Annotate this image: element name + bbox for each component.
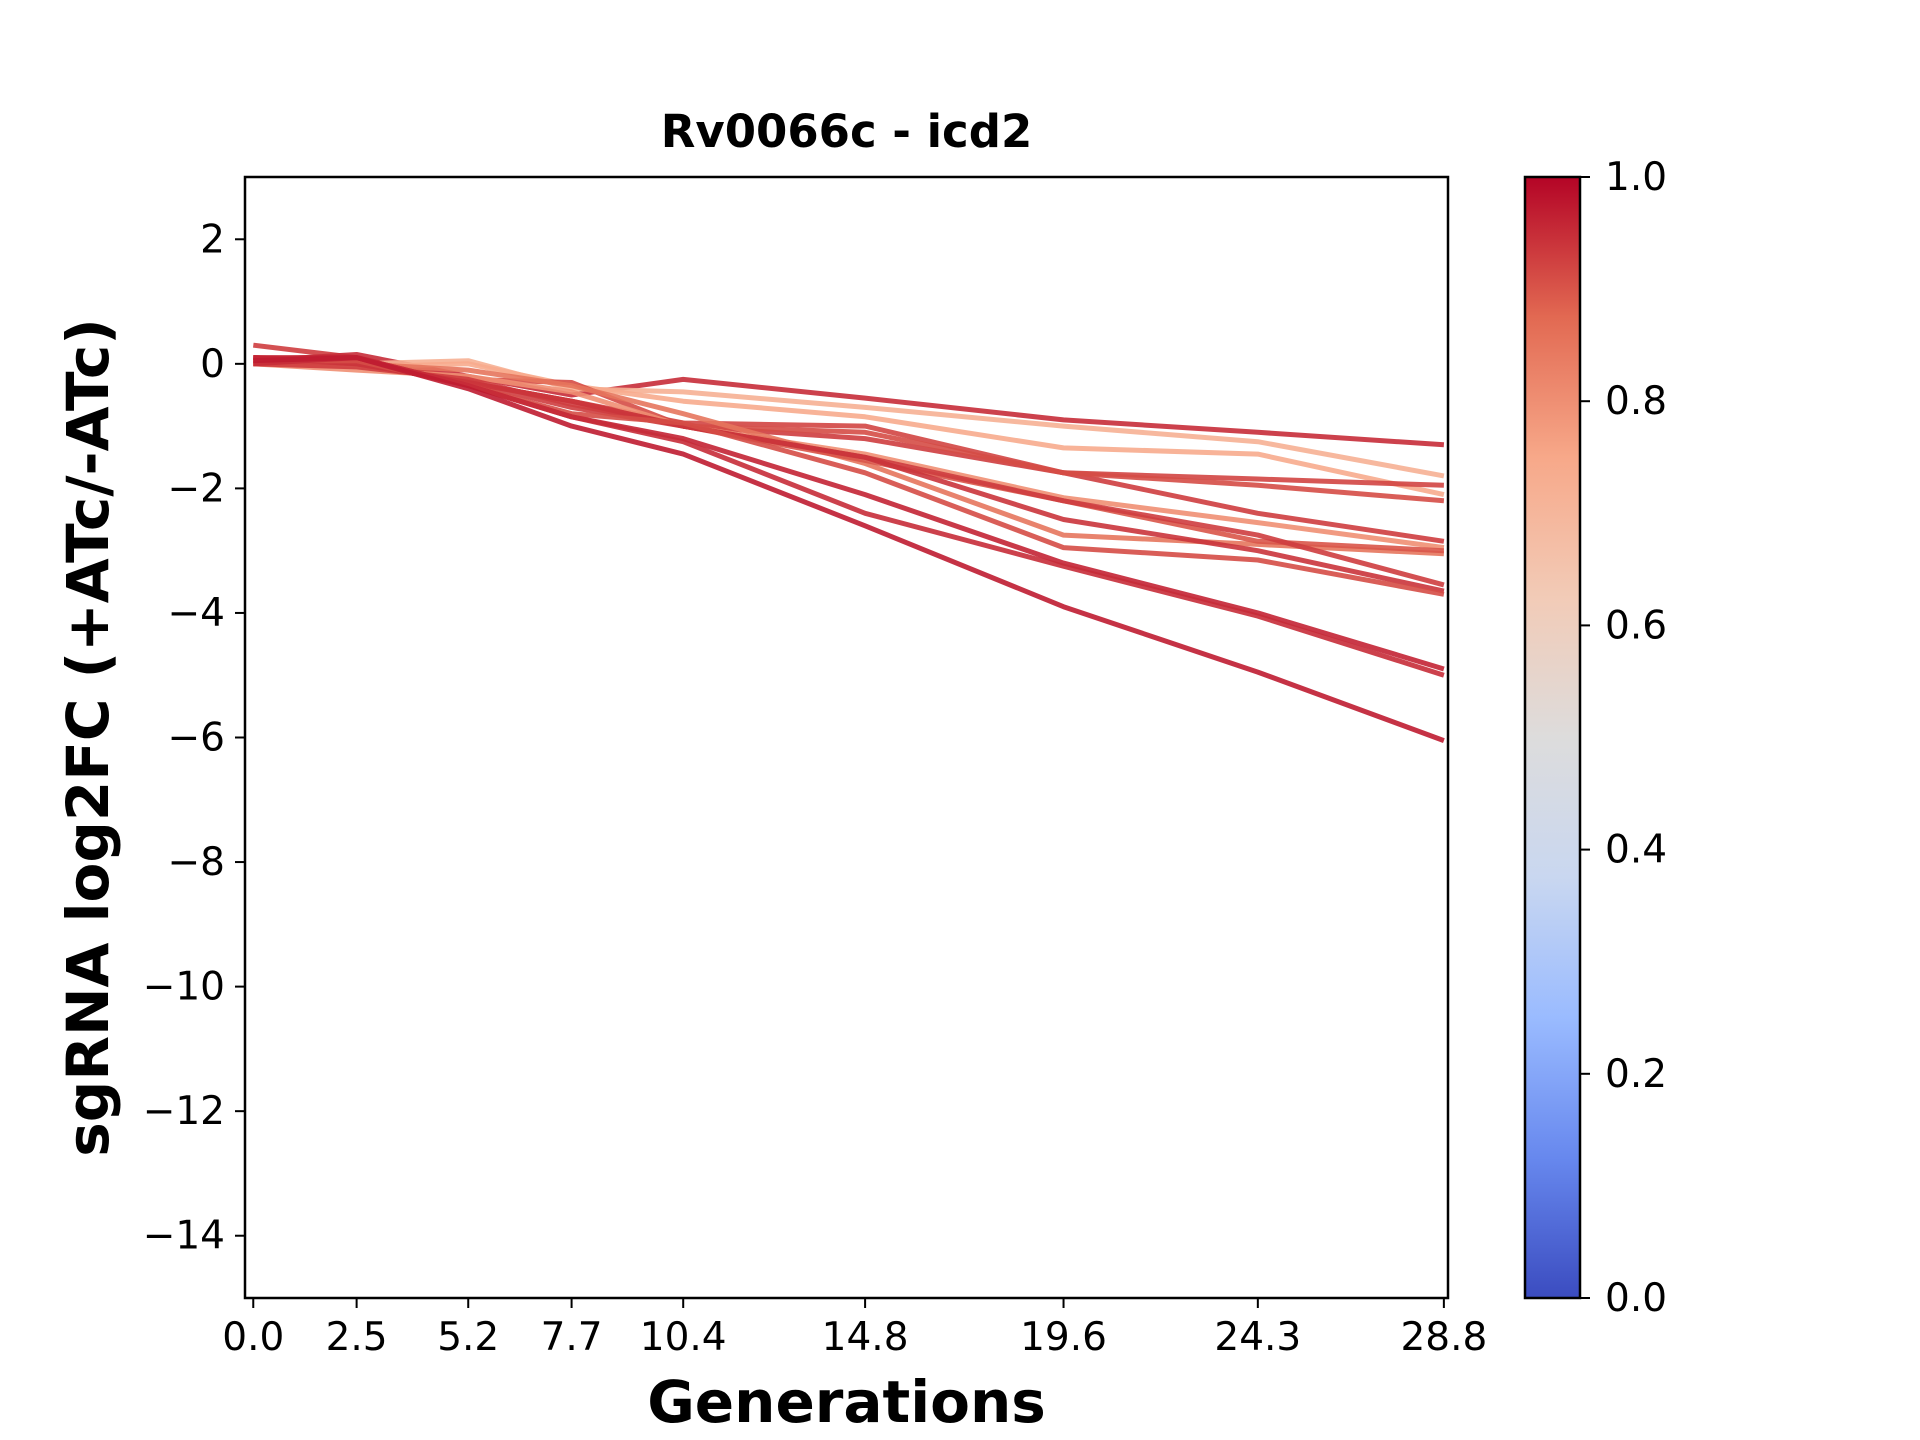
x-tick-label: 24.3 — [1214, 1315, 1301, 1360]
series-line-11 — [253, 355, 1445, 594]
y-tick-label: −14 — [143, 1214, 225, 1259]
chart-title: Rv0066c - icd2 — [661, 105, 1033, 158]
y-tick-label: −10 — [143, 965, 225, 1010]
x-tick-label: 14.8 — [822, 1315, 909, 1360]
x-tick-label: 0.0 — [222, 1315, 284, 1360]
x-axis-label: Generations — [647, 1368, 1046, 1436]
x-tick-label: 2.5 — [326, 1315, 388, 1360]
y-tick-label: 2 — [200, 217, 225, 262]
x-tick-label: 10.4 — [640, 1315, 727, 1360]
colorbar-tick-label: 0.2 — [1605, 1052, 1667, 1097]
x-axis: 0.0 2.5 5.2 7.7 10.4 14.8 19.6 24.3 28.8 — [222, 1298, 1487, 1360]
series-line-4 — [253, 361, 1445, 498]
colorbar-tick-label: 0.0 — [1605, 1276, 1667, 1321]
plot-lines — [253, 342, 1445, 743]
x-tick-label: 28.8 — [1400, 1315, 1487, 1360]
series-line-15 — [253, 355, 1445, 743]
colorbar-tick-label: 0.4 — [1605, 828, 1667, 873]
colorbar-axis: 0.0 0.2 0.4 0.6 0.8 1.0 — [1580, 155, 1667, 1321]
y-tick-label: −12 — [143, 1089, 225, 1134]
colorbar-tick-label: 0.8 — [1605, 379, 1667, 424]
y-axis: 2 0 −2 −4 −6 −8 −10 −12 −14 — [143, 217, 245, 1259]
series-line-3 — [253, 358, 1445, 479]
colorbar-tick-label: 0.6 — [1605, 603, 1667, 648]
y-tick-label: 0 — [200, 342, 225, 387]
y-tick-label: −8 — [168, 840, 226, 885]
y-axis-label: sgRNA log2FC (+ATc/-ATc) — [54, 318, 122, 1156]
y-tick-label: −4 — [168, 591, 226, 636]
colorbar-tick-label: 1.0 — [1605, 155, 1667, 200]
colorbar — [1523, 175, 1582, 1300]
plot-frame — [243, 175, 1450, 1300]
x-tick-label: 5.2 — [437, 1315, 499, 1360]
y-tick-label: −6 — [168, 716, 226, 761]
y-tick-label: −2 — [168, 466, 226, 511]
x-tick-label: 7.7 — [541, 1315, 603, 1360]
x-tick-label: 19.6 — [1020, 1315, 1107, 1360]
